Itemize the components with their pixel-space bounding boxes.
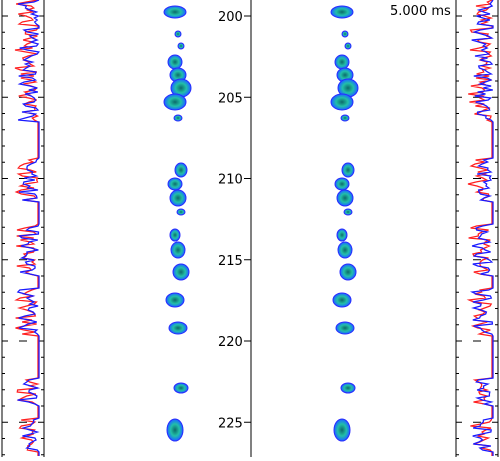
right-red-trace bbox=[466, 0, 494, 456]
spectral-blob bbox=[330, 5, 354, 19]
spectral-blob bbox=[344, 42, 352, 50]
spectral-blob bbox=[163, 5, 187, 19]
right-trace-panel bbox=[455, 0, 499, 457]
center-tick-label: 220 bbox=[218, 335, 243, 350]
spectral-blob bbox=[339, 263, 357, 281]
spectral-blob bbox=[163, 93, 187, 111]
spectral-blob bbox=[343, 208, 353, 216]
spectral-blob bbox=[336, 228, 348, 242]
spectral-blob bbox=[335, 321, 355, 335]
spectral-blob bbox=[334, 177, 350, 191]
center-tick-label: 225 bbox=[218, 416, 243, 431]
spectral-blob bbox=[170, 241, 186, 259]
left-blue-trace bbox=[16, 0, 41, 456]
spectral-blob bbox=[174, 30, 182, 38]
spectral-blob bbox=[337, 241, 353, 259]
spectral-blob bbox=[172, 263, 190, 281]
spectral-blob bbox=[177, 42, 185, 50]
left-spectrogram-column bbox=[163, 5, 192, 442]
spectral-blob bbox=[333, 418, 351, 442]
spectral-blob bbox=[167, 177, 183, 191]
center-tick-label: 215 bbox=[218, 254, 243, 269]
time-readout: 5.000 ms bbox=[390, 4, 451, 19]
left-red-trace bbox=[14, 0, 40, 456]
spectral-blob bbox=[330, 93, 354, 111]
spectral-blob bbox=[340, 382, 356, 394]
spectral-blob bbox=[174, 162, 188, 178]
spectral-blob bbox=[166, 418, 184, 442]
spectral-blob bbox=[336, 189, 354, 207]
right-blue-trace bbox=[469, 0, 494, 456]
right-spectrogram-column bbox=[330, 5, 359, 442]
center-axis: 200 205 210 215 220 225 bbox=[218, 0, 252, 457]
right-axis-ticks bbox=[456, 15, 498, 456]
spectral-blob bbox=[334, 54, 350, 70]
left-trace-panel bbox=[1, 0, 45, 457]
spectral-blob bbox=[341, 162, 355, 178]
spectral-blob bbox=[169, 189, 187, 207]
center-tick-label: 200 bbox=[218, 10, 243, 25]
center-tick-label: 205 bbox=[218, 91, 243, 106]
spectral-blob bbox=[169, 228, 181, 242]
spectral-blob bbox=[173, 382, 189, 394]
center-tick-label: 210 bbox=[218, 173, 243, 188]
spectral-blob bbox=[341, 30, 349, 38]
spectral-blob bbox=[167, 54, 183, 70]
spectral-blob bbox=[173, 114, 183, 122]
spectral-blob bbox=[168, 321, 188, 335]
left-axis-ticks bbox=[2, 15, 44, 456]
spectral-blob bbox=[176, 208, 186, 216]
spectral-blob bbox=[332, 292, 352, 308]
spectral-blob bbox=[340, 114, 350, 122]
spectral-blob bbox=[165, 292, 185, 308]
